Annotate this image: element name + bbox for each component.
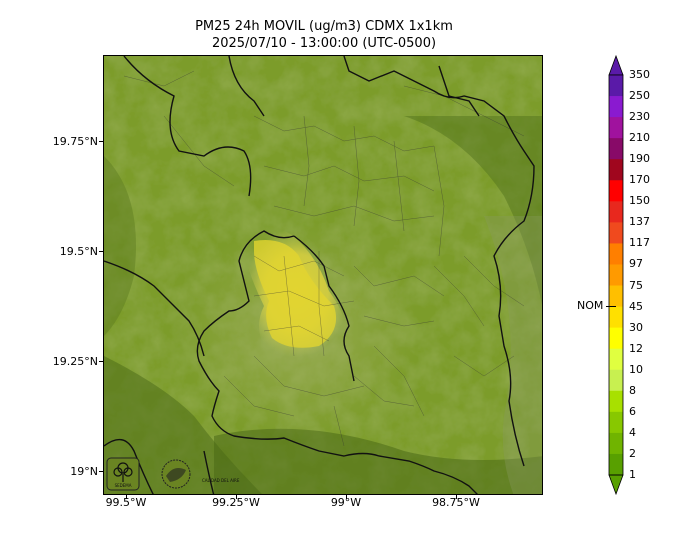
colorbar-label: 4 — [629, 425, 636, 439]
x-tick-label: 98.75°W — [432, 496, 480, 509]
colorbar-bin — [609, 390, 623, 413]
colorbar-bin — [609, 369, 623, 392]
pm25-plume-core — [254, 240, 337, 348]
sedema-logo: SEDEMA — [106, 457, 140, 491]
x-tick-label: 99.25°W — [212, 496, 260, 509]
colorbar-label: 30 — [629, 320, 643, 334]
colorbar-label: 2 — [629, 446, 636, 460]
colorbar-bin — [609, 243, 623, 265]
colorbar-label: 6 — [629, 404, 636, 418]
y-tick-mark — [99, 141, 103, 142]
y-tick-label: 19.5°N — [59, 245, 98, 258]
x-tick-mark — [456, 495, 457, 499]
calidad-del-aire-logo: CALIDAD DEL AIRE — [161, 459, 240, 489]
colorbar-outline — [608, 74, 624, 476]
colorbar-label: 97 — [629, 257, 643, 271]
colorbar — [608, 55, 624, 495]
colorbar-label: 117 — [629, 236, 650, 250]
nom-marker — [606, 306, 616, 307]
colorbar-bin — [609, 159, 623, 181]
colorbar-label: 350 — [629, 68, 650, 81]
colorbar-bin — [609, 201, 623, 223]
colorbar-max-arrow — [608, 55, 624, 76]
y-tick-mark — [99, 361, 103, 362]
colorbar-bin — [609, 453, 623, 476]
colorbar-bin — [609, 180, 623, 202]
colorbar-label: 190 — [629, 152, 650, 166]
x-tick-mark — [346, 495, 347, 499]
y-tick-label: 19.75°N — [52, 135, 98, 148]
colorbar-label: 150 — [629, 194, 650, 208]
colorbar-label: 230 — [629, 110, 650, 124]
colorbar-bin — [609, 327, 623, 350]
pollution-map[interactable]: SEDEMA CALIDAD DEL AIRE — [103, 55, 543, 495]
y-tick-label: 19.25°N — [52, 355, 98, 368]
colorbar-bin — [609, 222, 623, 244]
municipal-boundaries — [123, 70, 525, 447]
colorbar-label: 10 — [629, 362, 643, 376]
colorbar-bin — [609, 264, 623, 287]
colorbar-bin — [609, 432, 623, 455]
nom-label: NOM — [577, 299, 604, 312]
y-tick-label: 19°N — [70, 465, 98, 478]
x-tick-label: 99°W — [330, 496, 362, 509]
map-canvas: SEDEMA CALIDAD DEL AIRE — [104, 56, 542, 494]
colorbar-label: 250 — [629, 89, 650, 103]
west-hills — [104, 156, 136, 336]
colorbar-label: 45 — [629, 299, 643, 313]
colorbar-bin — [609, 285, 623, 308]
colorbar-bin — [609, 117, 623, 139]
colorbar-bin — [609, 306, 623, 329]
south-mountains — [214, 428, 542, 494]
y-tick-mark — [99, 471, 103, 472]
x-tick-mark — [126, 495, 127, 499]
colorbar-label: 75 — [629, 278, 643, 292]
colorbar-bin — [609, 96, 623, 118]
east-haze — [484, 216, 542, 494]
colorbar-label: 210 — [629, 131, 650, 145]
colorbar-label: 170 — [629, 173, 650, 187]
svg-text:SEDEMA: SEDEMA — [115, 483, 132, 488]
colorbar-bin — [609, 138, 623, 160]
colorbar-label: 1 — [629, 468, 636, 481]
x-tick-label: 99.5°W — [105, 496, 147, 509]
colorbar-label: 12 — [629, 341, 643, 355]
x-tick-mark — [236, 495, 237, 499]
colorbar-bin — [609, 411, 623, 434]
map-timestamp: 2025/07/10 - 13:00:00 (UTC-0500) — [211, 36, 437, 51]
colorbar-bin — [609, 348, 623, 371]
northeast-mountains — [404, 116, 542, 306]
map-title: PM25 24h MOVIL (ug/m3) CDMX 1x1km — [195, 19, 453, 34]
colorbar-label: 137 — [629, 215, 650, 229]
colorbar-label: 8 — [629, 383, 636, 397]
y-tick-mark — [99, 251, 103, 252]
colorbar-min-arrow — [608, 474, 624, 495]
svg-text:CALIDAD DEL AIRE: CALIDAD DEL AIRE — [202, 478, 240, 483]
colorbar-bin — [609, 75, 623, 97]
state-boundaries — [104, 56, 535, 494]
